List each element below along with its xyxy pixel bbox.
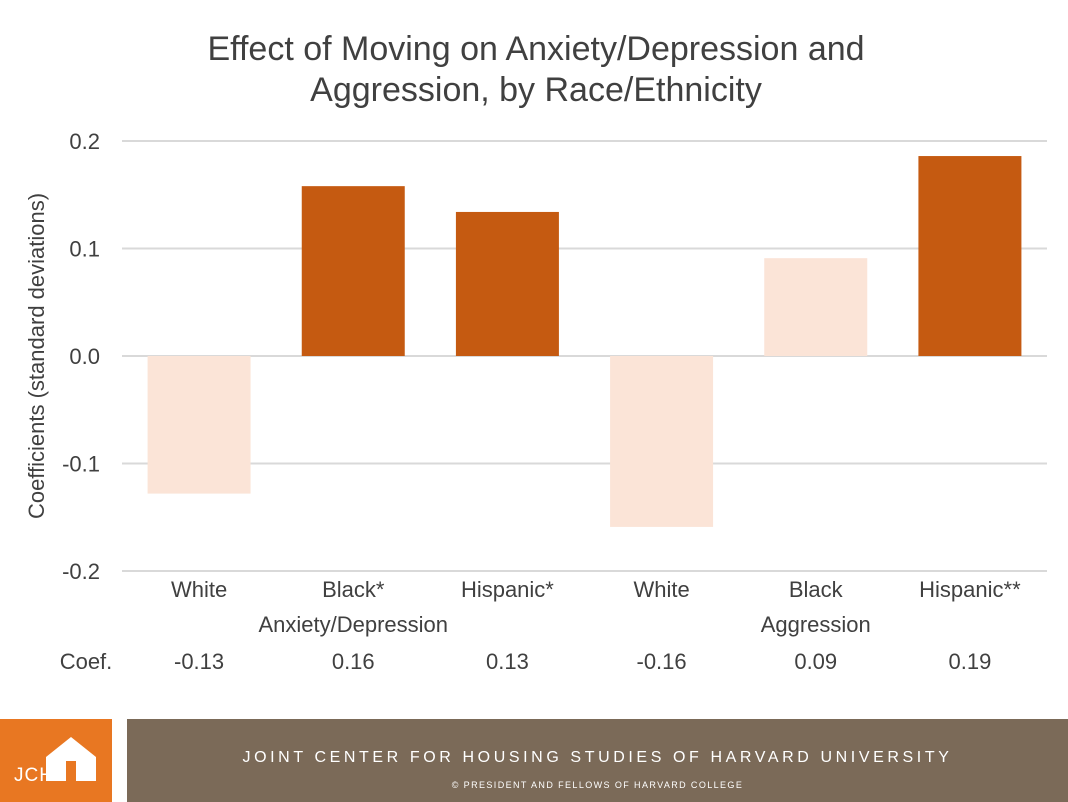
category-label: Black — [789, 577, 844, 602]
y-tick-label: 0.1 — [69, 237, 100, 262]
org-name: JOINT CENTER FOR HOUSING STUDIES OF HARV… — [242, 749, 953, 766]
y-tick-label: -0.1 — [62, 452, 100, 477]
chart-title-line-2: Aggression, by Race/Ethnicity — [310, 71, 762, 109]
copyright: © PRESIDENT AND FELLOWS OF HARVARD COLLE… — [451, 780, 744, 790]
category-label: White — [171, 577, 227, 602]
coef-row-label: Coef. — [60, 649, 113, 674]
category-label: Black* — [322, 577, 385, 602]
chart-title-line-1: Effect of Moving on Anxiety/Depression a… — [207, 30, 864, 68]
gridlines — [122, 140, 1047, 572]
coef-value: -0.13 — [174, 649, 224, 674]
coef-row: Coef. -0.13 0.16 0.13 -0.16 0.09 0.19 — [60, 649, 992, 674]
group-labels: Anxiety/Depression Aggression — [258, 612, 870, 637]
house-icon — [46, 737, 96, 781]
chart-title: Effect of Moving on Anxiety/Depression a… — [207, 30, 864, 109]
group-label: Anxiety/Depression — [258, 612, 448, 637]
y-axis-label: Coefficients (standard deviations) — [24, 193, 49, 519]
category-label: White — [633, 577, 689, 602]
category-label: Hispanic** — [919, 577, 1021, 602]
y-tick-label: 0.2 — [69, 129, 100, 154]
bar — [764, 258, 868, 356]
logo-text: JCHS — [14, 765, 68, 786]
category-label: Hispanic* — [461, 577, 554, 602]
coef-value: -0.16 — [637, 649, 687, 674]
y-tick-labels: 0.2 0.1 0.0 -0.1 -0.2 — [62, 129, 100, 584]
chart: Effect of Moving on Anxiety/Depression a… — [24, 30, 1047, 674]
coef-value: 0.19 — [949, 649, 992, 674]
category-labels: White Black* Hispanic* White Black Hispanic** — [171, 577, 1021, 602]
bar — [610, 356, 714, 527]
bar — [301, 186, 405, 356]
bar — [147, 356, 251, 494]
footer-band: JOINT CENTER FOR HOUSING STUDIES OF HARV… — [127, 719, 1068, 802]
bar — [918, 156, 1022, 356]
footer: JCHS JOINT CENTER FOR HOUSING STUDIES OF… — [0, 719, 1068, 802]
y-tick-label: -0.2 — [62, 559, 100, 584]
group-label: Aggression — [761, 612, 871, 637]
bar — [455, 211, 559, 356]
jchs-logo: JCHS — [0, 719, 112, 802]
y-tick-label: 0.0 — [69, 344, 100, 369]
coef-value: 0.16 — [332, 649, 375, 674]
bars — [147, 156, 1022, 527]
coef-value: 0.13 — [486, 649, 529, 674]
coef-value: 0.09 — [794, 649, 837, 674]
